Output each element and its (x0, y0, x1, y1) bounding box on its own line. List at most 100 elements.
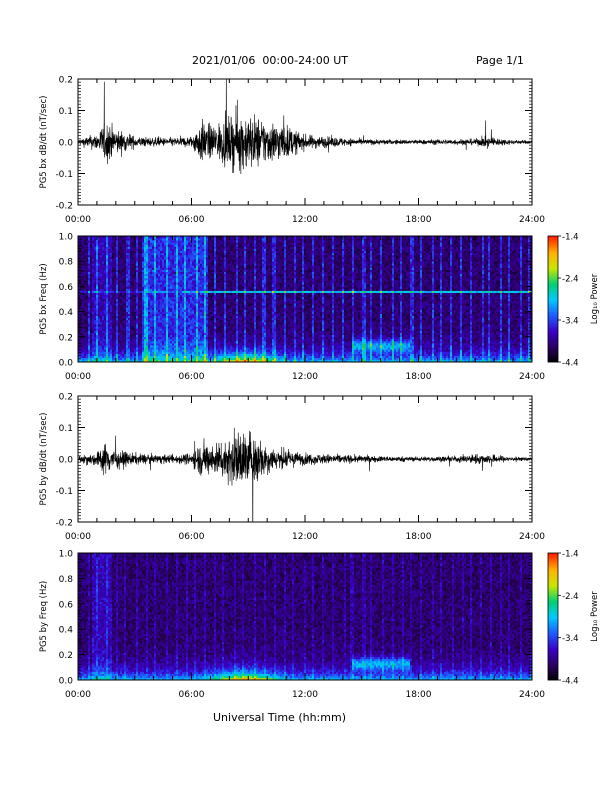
spectrogram-cell (90, 299, 92, 301)
spectrogram-cell (212, 240, 214, 242)
spectrogram-cell (156, 268, 158, 270)
spectrogram-cell (84, 299, 86, 301)
spectrogram-cell (114, 265, 116, 267)
spectrogram-cell (160, 299, 162, 301)
spectrogram-cell (158, 358, 160, 360)
spectrogram-cell (148, 339, 150, 341)
spectrogram-cell (84, 280, 86, 282)
spectrogram-cell (190, 345, 192, 347)
spectrogram-cell (178, 293, 180, 295)
spectrogram-cell (144, 249, 146, 251)
spectrogram-cell (150, 314, 152, 316)
spectrogram-cell (210, 299, 212, 301)
spectrogram-cell (232, 314, 234, 316)
spectrogram-cell (220, 282, 222, 284)
spectrogram-cell (176, 316, 178, 318)
spectrogram-cell (226, 333, 228, 335)
spectrogram-cell (168, 257, 170, 259)
spectrogram-cell (196, 324, 198, 326)
spectrogram-cell (88, 341, 90, 343)
spectrogram-cell (112, 339, 114, 341)
spectrogram-cell (120, 261, 122, 263)
spectrogram-cell (106, 318, 108, 320)
spectrogram-cell (134, 286, 136, 288)
spectrogram-cell (102, 293, 104, 295)
spectrogram-cell (234, 322, 236, 324)
spectrogram-cell (88, 286, 90, 288)
spectrogram-cell (116, 263, 118, 265)
spectrogram-cell (168, 303, 170, 305)
spectrogram-cell (214, 259, 216, 261)
spectrogram-cell (168, 278, 170, 280)
spectrogram-cell (92, 247, 94, 249)
spectrogram-cell (86, 291, 88, 293)
spectrogram-cell (114, 347, 116, 349)
spectrogram-cell (146, 358, 148, 360)
spectrogram-cell (182, 314, 184, 316)
spectrogram-cell (148, 240, 150, 242)
spectrogram-cell (186, 312, 188, 314)
spectrogram-cell (162, 341, 164, 343)
spectrogram-cell (148, 335, 150, 337)
spectrogram-cell (84, 291, 86, 293)
spectrogram-cell (174, 341, 176, 343)
spectrogram-cell (226, 265, 228, 267)
spectrogram-cell (160, 343, 162, 345)
spectrogram-cell (104, 276, 106, 278)
spectrogram-cell (112, 263, 114, 265)
spectrogram-cell (118, 280, 120, 282)
spectrogram-cell (218, 278, 220, 280)
spectrogram-cell (182, 284, 184, 286)
spectrogram-cell (198, 301, 200, 303)
spectrogram-cell (80, 280, 82, 282)
spectrogram-cell (112, 333, 114, 335)
spectrogram-cell (88, 349, 90, 351)
x-tick-label: 06:00 (179, 215, 205, 225)
spectrogram-cell (164, 280, 166, 282)
spectrogram-cell (130, 293, 132, 295)
spectrogram-cell (132, 238, 134, 240)
spectrogram-cell (162, 347, 164, 349)
spectrogram-cell (148, 318, 150, 320)
spectrogram-cell (128, 345, 130, 347)
spectrogram-cell (160, 259, 162, 261)
spectrogram-cell (94, 322, 96, 324)
spectrogram-cell (192, 244, 194, 246)
spectrogram-cell (216, 297, 218, 299)
spectrogram-cell (190, 320, 192, 322)
spectrogram-cell (122, 244, 124, 246)
spectrogram-cell (174, 284, 176, 286)
spectrogram-cell (100, 305, 102, 307)
spectrogram-cell (128, 278, 130, 280)
spectrogram-cell (94, 284, 96, 286)
spectrogram-cell (96, 274, 98, 276)
spectrogram-cell (236, 253, 238, 255)
spectrogram-cell (212, 251, 214, 253)
spectrogram-cell (198, 354, 200, 356)
spectrogram-cell (102, 238, 104, 240)
spectrogram-cell (178, 253, 180, 255)
spectrogram-cell (152, 297, 154, 299)
spectrogram-cell (158, 259, 160, 261)
spectrogram-cell (228, 291, 230, 293)
spectrogram-cell (206, 291, 208, 293)
spectrogram-cell (142, 320, 144, 322)
spectrogram-cell (126, 343, 128, 345)
spectrogram-cell (170, 284, 172, 286)
spectrogram-cell (164, 322, 166, 324)
spectrogram-cell (196, 341, 198, 343)
spectrogram-cell (94, 270, 96, 272)
spectrogram-cell (172, 257, 174, 259)
spectrogram-cell (120, 255, 122, 257)
spectrogram-cell (124, 257, 126, 259)
spectrogram-cell (156, 291, 158, 293)
spectrogram-cell (168, 297, 170, 299)
spectrogram-cell (144, 333, 146, 335)
spectrogram-cell (170, 263, 172, 265)
spectrogram-cell (188, 316, 190, 318)
spectrogram-cell (134, 341, 136, 343)
spectrogram-cell (212, 291, 214, 293)
spectrogram-cell (106, 278, 108, 280)
spectrogram-cell (164, 320, 166, 322)
spectrogram-cell (174, 303, 176, 305)
